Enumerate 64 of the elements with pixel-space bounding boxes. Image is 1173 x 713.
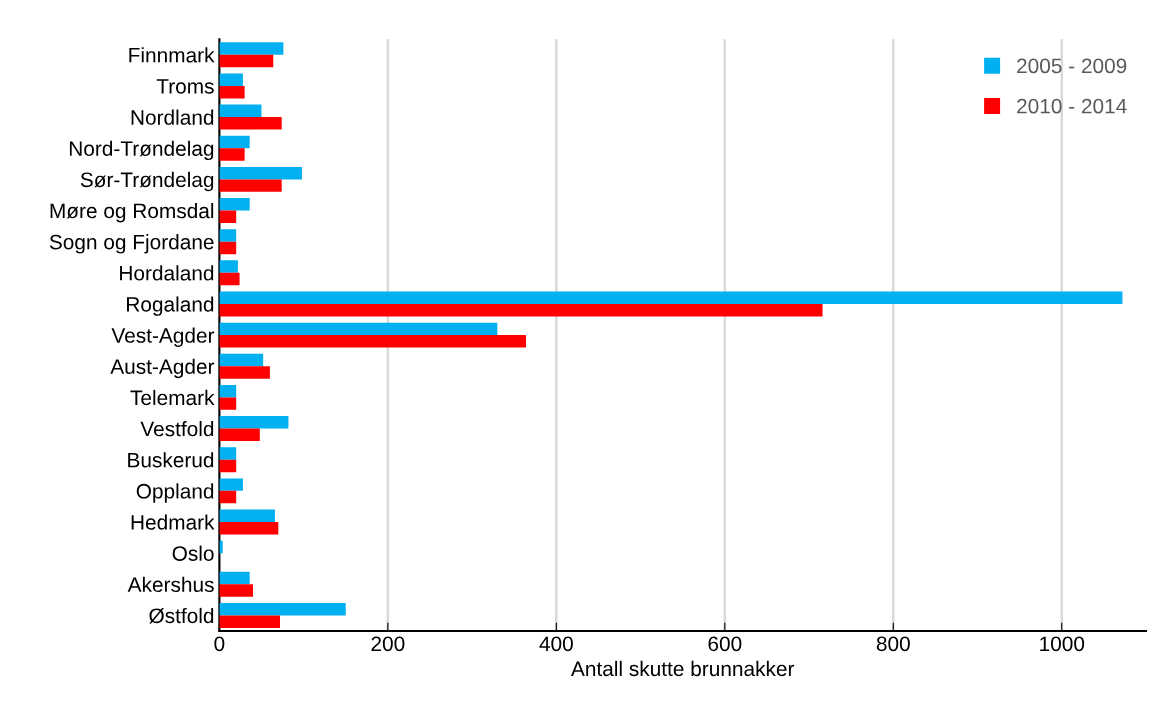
bar [219,198,250,211]
bar [219,229,237,242]
y-tick-label: Troms [156,79,214,94]
bar [219,509,275,522]
bar [219,615,281,628]
bar [219,117,282,130]
bar [219,335,526,348]
bar [219,104,262,118]
bar [219,459,237,473]
bar [219,397,237,410]
bar [219,272,240,286]
bar [219,322,498,336]
bar [219,42,284,55]
bar [219,135,250,149]
y-tick-label: Finnmark [129,47,215,63]
y-tick-label: Østfold [149,607,214,624]
bar [219,303,823,317]
bar [219,478,243,491]
y-tick-label: Rogaland [127,296,214,316]
bar [219,179,282,192]
legend-label: 2005 - 2009 [1017,58,1127,74]
y-tick-label: Nord-Trøndelag [69,140,214,161]
bar [219,85,245,99]
bar [219,241,237,255]
bar [219,73,243,86]
y-tick-label: Nordland [131,109,214,125]
legend-label: 2010 - 2014 [1017,98,1127,114]
y-tick-label: Aust-Agder [110,358,215,379]
bar [219,490,237,504]
bar [219,571,250,585]
y-tick-label: Møre og Romsdal [50,202,214,223]
bar [219,384,237,398]
bar [219,291,1123,304]
y-tick-label: Sør-Trøndelag [80,171,214,192]
bar [219,428,260,442]
bar [219,366,270,379]
y-tick-label: Akershus [127,576,214,593]
x-tick-label: 0 [214,636,225,652]
bar [219,416,289,429]
y-tick-label: Telemark [130,389,215,406]
x-tick-label: 400 [539,636,573,652]
bar [219,260,238,273]
x-tick-label: 600 [708,636,742,652]
bar [219,353,264,367]
y-tick-label: Buskerud [128,452,214,468]
bar [219,148,245,161]
y-tick-label: Vest-Agder [111,327,215,347]
y-tick-label: Vestfold [140,421,214,437]
y-tick-label: Hordaland [120,265,214,281]
y-tick-label: Oslo [172,545,214,561]
bar [219,447,237,460]
x-tick-label: 200 [371,636,405,652]
bar [219,54,274,68]
bar [219,166,302,180]
bar [219,210,237,223]
y-tick-label: Hedmark [131,514,215,530]
x-axis-title: Antall skutte brunnakker [570,660,795,677]
x-tick-label: 800 [876,636,910,652]
y-tick-label: Sogn og Fjordane [49,234,214,254]
x-tick-label: 1000 [1040,636,1085,652]
y-tick-label: Oppland [136,483,214,503]
bar [219,521,279,535]
bar [219,602,346,616]
bar [219,584,254,597]
